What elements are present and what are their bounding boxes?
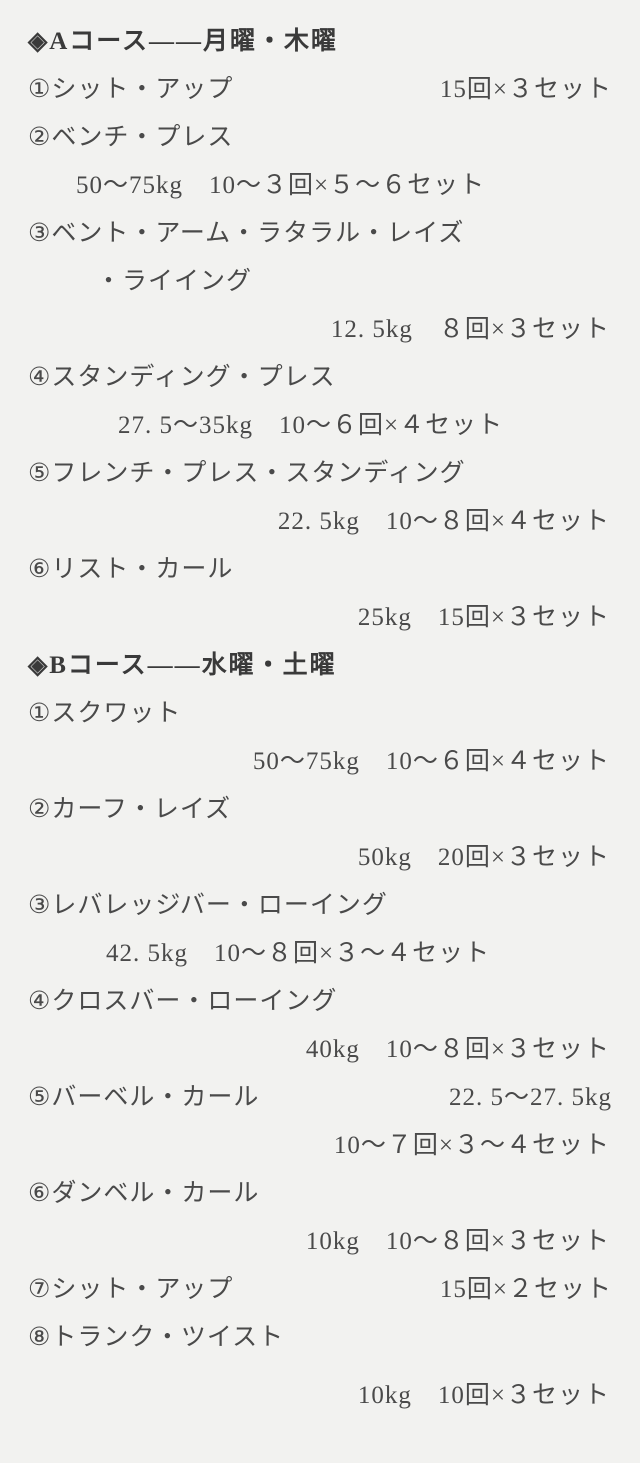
exercise-a1-name: ①シット・アップ (28, 66, 233, 114)
exercise-a5: ⑤フレンチ・プレス・スタンディング (28, 450, 612, 498)
name-b4: クロスバー・ローイング (51, 988, 337, 1015)
marker-a2: ② (28, 114, 51, 162)
detail-a6: 25kg 15回×３セット (28, 594, 612, 642)
detail-b6: 10kg 10～８回×３セット (28, 1218, 612, 1266)
name-a4: スタンディング・プレス (51, 364, 335, 391)
course-a-header: ◈Aコース――月曜・木曜 (28, 18, 612, 66)
continuation-a3: ・ライイング (28, 258, 612, 306)
name-b2: カーフ・レイズ (51, 796, 231, 823)
marker-a6: ⑥ (28, 546, 51, 594)
exercise-a4: ④スタンディング・プレス (28, 354, 612, 402)
detail-a2: 50～75kg 10～３回×５～６セット (28, 162, 612, 210)
marker-b4: ④ (28, 978, 51, 1026)
exercise-b7: ⑦シット・アップ 15回×２セット (28, 1266, 612, 1314)
detail-b1: 50～75kg 10～６回×４セット (28, 738, 612, 786)
exercise-b8: ⑧トランク・ツイスト (28, 1314, 612, 1362)
exercise-b2: ②カーフ・レイズ (28, 786, 612, 834)
name-b7: シット・アップ (51, 1276, 233, 1303)
name-b8: トランク・ツイスト (51, 1324, 284, 1351)
marker-b7: ⑦ (28, 1266, 51, 1314)
detail-b8: 10kg 10回×３セット (28, 1372, 612, 1420)
marker-a1: ① (28, 66, 51, 114)
detail-a1: 15回×３セット (440, 66, 612, 114)
name-a3: ベント・アーム・ラタラル・レイズ (51, 220, 464, 247)
marker-b5: ⑤ (28, 1074, 51, 1122)
detail-b3: 42. 5kg 10～８回×３～４セット (28, 930, 612, 978)
course-b-header: ◈Bコース――水曜・土曜 (28, 642, 612, 690)
exercise-b4: ④クロスバー・ローイング (28, 978, 612, 1026)
exercise-b5-name: ⑤バーベル・カール (28, 1074, 259, 1122)
name-b3: レバレッジバー・ローイング (51, 892, 388, 919)
marker-b8: ⑧ (28, 1314, 51, 1362)
name-a6: リスト・カール (51, 556, 233, 583)
inline-detail-b5: 22. 5～27. 5kg (449, 1074, 612, 1122)
exercise-a2: ②ベンチ・プレス (28, 114, 612, 162)
exercise-a1: ①シット・アップ 15回×３セット (28, 66, 612, 114)
name-b5: バーベル・カール (51, 1084, 259, 1111)
name-b1: スクワット (51, 700, 181, 727)
marker-b3: ③ (28, 882, 51, 930)
exercise-b7-name: ⑦シット・アップ (28, 1266, 233, 1314)
marker-b1: ① (28, 690, 51, 738)
detail-b5: 10～７回×３～４セット (28, 1122, 612, 1170)
detail-b2: 50kg 20回×３セット (28, 834, 612, 882)
name-b6: ダンベル・カール (51, 1180, 259, 1207)
marker-b6: ⑥ (28, 1170, 51, 1218)
marker-a4: ④ (28, 354, 51, 402)
exercise-a6: ⑥リスト・カール (28, 546, 612, 594)
exercise-b1: ①スクワット (28, 690, 612, 738)
detail-b7: 15回×２セット (440, 1266, 612, 1314)
detail-a4: 27. 5～35kg 10～６回×４セット (28, 402, 612, 450)
exercise-b6: ⑥ダンベル・カール (28, 1170, 612, 1218)
exercise-a3: ③ベント・アーム・ラタラル・レイズ (28, 210, 612, 258)
exercise-b3: ③レバレッジバー・ローイング (28, 882, 612, 930)
name-a2: ベンチ・プレス (51, 124, 233, 151)
detail-a5: 22. 5kg 10～８回×４セット (28, 498, 612, 546)
marker-a3: ③ (28, 210, 51, 258)
marker-b2: ② (28, 786, 51, 834)
name-a1: シット・アップ (51, 76, 233, 103)
name-a5: フレンチ・プレス・スタンディング (51, 460, 465, 487)
marker-a5: ⑤ (28, 450, 51, 498)
detail-b4: 40kg 10～８回×３セット (28, 1026, 612, 1074)
exercise-b5: ⑤バーベル・カール 22. 5～27. 5kg (28, 1074, 612, 1122)
detail-a3: 12. 5kg ８回×３セット (28, 306, 612, 354)
